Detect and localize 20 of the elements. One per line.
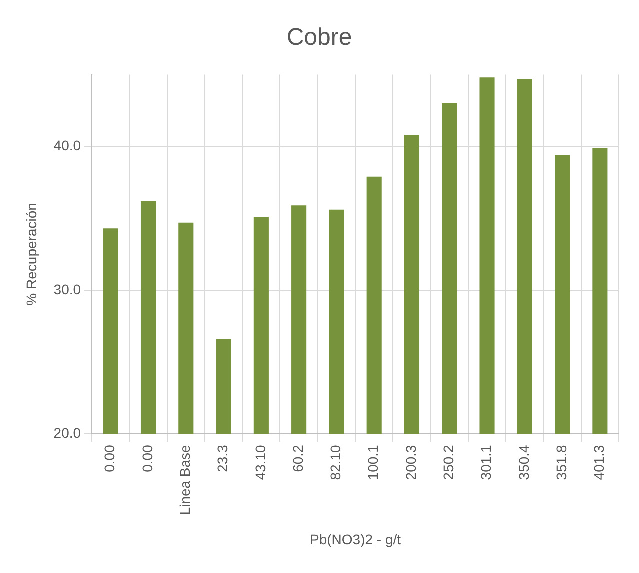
- y-tick-label: 20.0: [54, 425, 82, 442]
- x-tick-label: 200.3: [402, 444, 419, 480]
- x-tick-label: 350.4: [516, 444, 532, 480]
- x-tick-label: 0.00: [139, 444, 156, 472]
- y-tick-label: 30.0: [54, 281, 82, 298]
- chart-title: Cobre: [286, 24, 352, 52]
- x-tick-label: Linea Base: [177, 444, 194, 516]
- x-tick-label: 23.3: [214, 444, 231, 472]
- x-tick-label: 43.10: [252, 444, 268, 480]
- y-axis-title: % Recuperación: [23, 203, 40, 306]
- x-axis-title: Pb(NO3)2 - g/t: [310, 531, 402, 548]
- x-tick-label: 82.10: [328, 444, 344, 480]
- y-tick-label: 40.0: [54, 138, 82, 154]
- x-tick-label: 0.00: [102, 444, 118, 472]
- x-tick-label: 250.2: [440, 444, 456, 480]
- x-tick-label: 351.8: [553, 444, 570, 480]
- x-tick-label: 401.3: [591, 444, 608, 480]
- x-tick-label: 60.2: [290, 444, 306, 472]
- x-tick-label: 100.1: [365, 444, 382, 480]
- x-tick-label: 301.1: [478, 444, 494, 480]
